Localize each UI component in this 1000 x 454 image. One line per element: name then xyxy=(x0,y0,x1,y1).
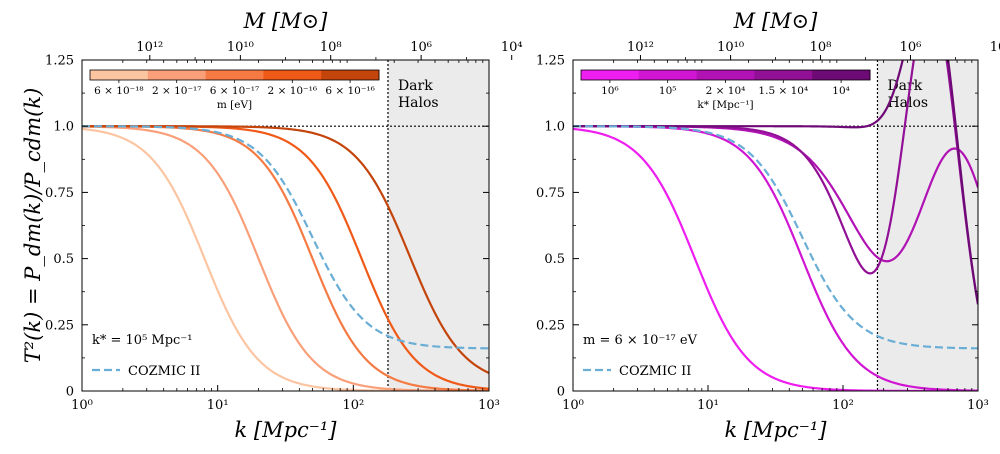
x-axis-label: k [Mpc⁻¹] xyxy=(725,418,828,442)
y-tick-label: 0.5 xyxy=(544,252,565,267)
top-tick-label: 10⁴ xyxy=(990,40,1000,55)
y-axis-label: T²(k) = P_dm(k)/P_cdm(k) xyxy=(21,88,45,364)
x-axis-label: k [Mpc⁻¹] xyxy=(235,418,338,442)
cozmic-ii-line xyxy=(82,125,489,350)
top-axis-label: M [M⊙] xyxy=(243,9,328,33)
x-tick-label: 10⁰ xyxy=(71,398,93,413)
legend-label: COZMIC II xyxy=(128,364,200,379)
x-tick-label: 10⁰ xyxy=(562,398,584,413)
top-tick-label: 10⁸ xyxy=(320,40,342,55)
colorbar-tick-label: 10⁶ xyxy=(601,85,619,97)
colorbar-tick-label: 2 × 10⁻¹⁷ xyxy=(152,85,201,97)
colorbar-segment xyxy=(321,70,380,80)
dark-halos-region xyxy=(387,60,489,391)
top-tick-label: 10¹² xyxy=(627,40,654,55)
dark-halos-label: Dark xyxy=(398,78,433,94)
y-tick-label: 1.25 xyxy=(45,54,74,69)
colorbar-segment xyxy=(638,70,698,80)
top-axis-label: M [M⊙] xyxy=(733,9,818,33)
top-tick-label: 10⁴ xyxy=(501,40,523,55)
panel-annotation: k* = 10⁵ Mpc⁻¹ xyxy=(92,333,192,348)
y-tick-label: 0.25 xyxy=(45,318,74,333)
colorbar-tick-label: 2 × 10⁴ xyxy=(706,85,746,97)
cozmic-ii-line xyxy=(573,125,978,350)
x-tick-label: 10² xyxy=(342,398,364,413)
top-tick-label: 10¹⁰ xyxy=(717,40,744,55)
y-tick-label: 0 xyxy=(66,385,74,400)
series-line-1 xyxy=(82,125,489,391)
y-tick-label: 0 xyxy=(557,385,565,400)
colorbar-tick-label: 10⁵ xyxy=(659,85,677,97)
top-tick-label: 10⁸ xyxy=(810,40,832,55)
colorbar-segment xyxy=(812,70,871,80)
colorbar-tick-label: 6 × 10⁻¹⁷ xyxy=(210,85,259,97)
colorbar-segment xyxy=(147,70,207,80)
y-tick-label: 0.75 xyxy=(536,186,565,201)
x-tick-label: 10¹ xyxy=(697,398,719,413)
colorbar-tick-label: 2 × 10⁻¹⁶ xyxy=(268,85,317,97)
x-tick-label: 10¹ xyxy=(207,398,229,413)
x-tick-label: 10² xyxy=(832,398,854,413)
dark-halos-label: Halos xyxy=(398,95,439,111)
colorbar-label: m [eV] xyxy=(217,99,252,111)
colorbar-segment xyxy=(696,70,755,80)
legend-label: COZMIC II xyxy=(619,364,691,379)
top-tick-label: 10⁶ xyxy=(410,40,432,55)
colorbar-segment xyxy=(90,70,149,80)
colorbar-segment xyxy=(263,70,322,80)
dark-halos-region xyxy=(877,60,978,391)
colorbar-label: k* [Mpc⁻¹] xyxy=(697,99,753,111)
top-tick-label: 10⁶ xyxy=(900,40,922,55)
colorbar-tick-label: 1.5 × 10⁴ xyxy=(758,85,808,97)
y-tick-label: 1.0 xyxy=(53,120,74,135)
colorbar-tick-label: 6 × 10⁻¹⁸ xyxy=(94,85,143,97)
y-tick-label: 1.0 xyxy=(544,120,565,135)
top-tick-label: 10¹² xyxy=(136,40,163,55)
colorbar-tick-label: 10⁴ xyxy=(832,85,850,97)
x-tick-label: 10³ xyxy=(478,398,500,413)
panel-annotation: m = 6 × 10⁻¹⁷ eV xyxy=(583,333,698,348)
y-tick-label: 0.25 xyxy=(536,318,565,333)
y-tick-label: 0.75 xyxy=(45,186,74,201)
y-tick-label: 1.25 xyxy=(536,54,565,69)
colorbar-segment xyxy=(754,70,813,80)
x-tick-label: 10³ xyxy=(967,398,989,413)
y-tick-label: 0.5 xyxy=(53,252,74,267)
colorbar-tick-label: 6 × 10⁻¹⁶ xyxy=(325,85,374,97)
top-tick-label: 10¹⁰ xyxy=(227,40,254,55)
colorbar-segment xyxy=(205,70,264,80)
colorbar-segment xyxy=(581,70,640,80)
